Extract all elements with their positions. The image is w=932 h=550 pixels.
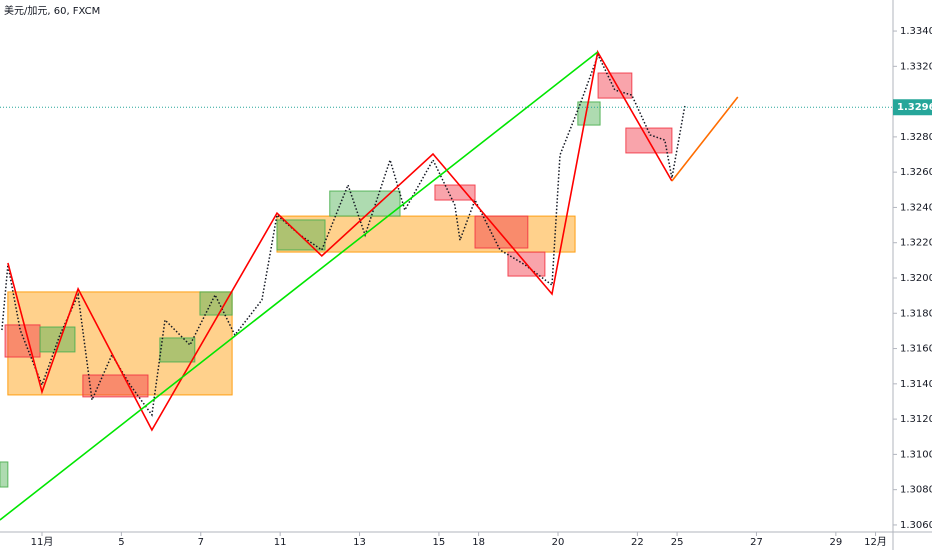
zone	[199, 291, 233, 316]
y-tick-label: 1.33200	[900, 61, 932, 72]
x-tick-label: 13	[353, 537, 366, 548]
zone	[0, 461, 9, 488]
x-tick-label: 12月	[864, 536, 887, 548]
x-tick-label: 22	[631, 537, 644, 548]
y-tick-label: 1.33400	[900, 26, 932, 37]
y-tick-label: 1.31000	[900, 449, 932, 460]
zone	[434, 184, 476, 201]
y-tick-label: 1.32600	[900, 167, 932, 178]
zone	[159, 337, 196, 363]
y-tick-label: 1.32000	[900, 273, 932, 284]
y-tick-label: 1.30600	[900, 520, 932, 531]
y-tick-label: 1.31600	[900, 344, 932, 355]
x-tick-label: 5	[118, 537, 124, 548]
y-tick-label: 1.30800	[900, 485, 932, 496]
zone	[474, 215, 529, 249]
zone	[82, 374, 149, 398]
x-tick-label: 20	[552, 537, 565, 548]
x-tick-label: 18	[472, 537, 485, 548]
x-tick-label: 7	[198, 537, 204, 548]
y-tick-label: 1.31200	[900, 414, 932, 425]
y-tick-label: 1.32800	[900, 132, 932, 143]
x-tick-label: 11月	[31, 536, 54, 548]
series-line	[671, 96, 739, 182]
x-tick-label: 27	[750, 537, 763, 548]
zone	[276, 215, 576, 253]
chart-title: 美元/加元, 60, FXCM	[4, 4, 100, 17]
y-tick-label: 1.32400	[900, 202, 932, 213]
zone	[4, 324, 41, 358]
x-tick-label: 29	[829, 537, 842, 548]
y-tick-label: 1.31400	[900, 379, 932, 390]
series-line	[0, 51, 599, 521]
zone	[577, 101, 601, 126]
plot-area	[0, 49, 893, 521]
last-price-box	[893, 99, 932, 116]
y-tick-label: 1.31800	[900, 308, 932, 319]
zone	[597, 72, 633, 99]
last-price-label: 1.32968	[897, 102, 932, 113]
x-tick-label: 15	[433, 537, 446, 548]
x-tick-label: 11	[274, 537, 287, 548]
x-tick-label: 25	[671, 537, 684, 548]
y-tick-label: 1.32200	[900, 238, 932, 249]
series-line	[7, 49, 673, 432]
